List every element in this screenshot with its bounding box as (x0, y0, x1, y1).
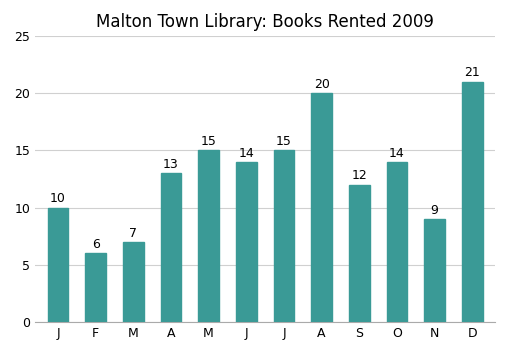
Text: 21: 21 (465, 66, 480, 79)
Text: 6: 6 (92, 238, 99, 251)
Bar (424, 219, 445, 322)
Bar (85, 253, 106, 322)
Bar (236, 162, 257, 322)
Bar (198, 150, 219, 322)
Bar (462, 82, 483, 322)
Text: 7: 7 (129, 227, 137, 240)
Text: 10: 10 (50, 192, 66, 205)
Bar (47, 208, 68, 322)
Text: 13: 13 (163, 158, 179, 171)
Text: 12: 12 (351, 169, 367, 183)
Title: Malton Town Library: Books Rented 2009: Malton Town Library: Books Rented 2009 (96, 14, 434, 32)
Bar (161, 173, 181, 322)
Text: 14: 14 (238, 146, 254, 160)
Bar (311, 93, 332, 322)
Text: 14: 14 (389, 146, 405, 160)
Text: 9: 9 (431, 204, 438, 217)
Bar (387, 162, 408, 322)
Bar (274, 150, 294, 322)
Bar (123, 242, 143, 322)
Text: 15: 15 (200, 135, 217, 148)
Text: 20: 20 (314, 78, 330, 91)
Text: 15: 15 (276, 135, 292, 148)
Bar (349, 185, 370, 322)
